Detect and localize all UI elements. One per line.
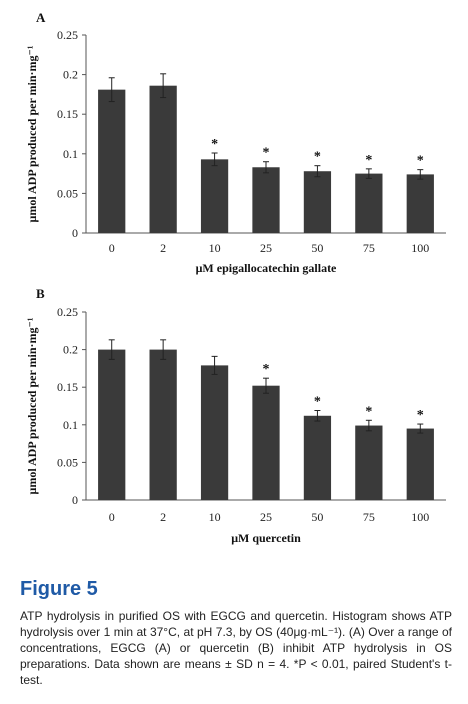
y-tick-label: 0.05 bbox=[57, 186, 78, 200]
bar bbox=[303, 415, 332, 500]
y-axis-label: μmol ADP produced per min·mg⁻¹ bbox=[25, 317, 39, 494]
x-tick-label: 2 bbox=[160, 241, 166, 255]
bar bbox=[406, 174, 434, 233]
bar bbox=[252, 385, 280, 500]
significance-marker: * bbox=[417, 154, 424, 169]
y-tick-label: 0.2 bbox=[63, 68, 78, 82]
y-tick-label: 0.15 bbox=[57, 380, 78, 394]
significance-marker: * bbox=[365, 153, 372, 168]
x-tick-label: 25 bbox=[260, 241, 272, 255]
panel-label: A bbox=[36, 10, 46, 25]
y-tick-label: 0.1 bbox=[63, 147, 78, 161]
x-tick-label: 100 bbox=[411, 241, 429, 255]
x-tick-label: 25 bbox=[260, 510, 272, 524]
bar bbox=[98, 89, 126, 233]
x-tick-label: 0 bbox=[109, 510, 115, 524]
significance-marker: * bbox=[314, 150, 321, 165]
bar bbox=[406, 428, 434, 500]
x-tick-label: 50 bbox=[311, 510, 323, 524]
x-tick-label: 2 bbox=[160, 510, 166, 524]
x-tick-label: 75 bbox=[363, 510, 375, 524]
caption-text: ATP hydrolysis in purified OS with EGCG … bbox=[20, 609, 452, 687]
chart-panel-b: B 0 0.05 0.1 0.15 0.2 0.25 μmol ADP produced pe… bbox=[25, 286, 446, 545]
figure-caption: Figure 5 ATP hydrolysis in purified OS w… bbox=[20, 560, 452, 688]
y-tick-label: 0 bbox=[72, 493, 78, 507]
x-tick-label: 100 bbox=[411, 510, 429, 524]
significance-marker: * bbox=[263, 146, 270, 161]
y-axis-label: μmol ADP produced per min·mg⁻¹ bbox=[25, 45, 39, 222]
bar bbox=[200, 159, 229, 233]
y-tick-label: 0.25 bbox=[57, 305, 78, 319]
x-tick-label: 0 bbox=[109, 241, 115, 255]
x-tick-label: 10 bbox=[209, 510, 221, 524]
bar bbox=[355, 173, 383, 233]
x-tick-label: 50 bbox=[311, 241, 323, 255]
y-tick-label: 0.05 bbox=[57, 455, 78, 469]
significance-marker: * bbox=[314, 395, 321, 410]
figure-charts: A 0 0.05 0.1 0.15 0.2 0.25 μmol ADP produced pe… bbox=[25, 10, 446, 545]
significance-marker: * bbox=[365, 404, 372, 419]
significance-marker: * bbox=[211, 137, 218, 152]
x-tick-label: 10 bbox=[209, 241, 221, 255]
caption-title: Figure 5 bbox=[20, 578, 98, 600]
bar bbox=[252, 167, 280, 233]
bar bbox=[200, 365, 229, 500]
y-tick-label: 0 bbox=[72, 226, 78, 240]
y-tick-label: 0.2 bbox=[63, 343, 78, 357]
bar bbox=[98, 349, 126, 500]
chart-panel-a: A 0 0.05 0.1 0.15 0.2 0.25 μmol ADP produced pe… bbox=[25, 10, 446, 275]
panel-label: B bbox=[36, 286, 45, 301]
x-tick-label: 75 bbox=[363, 241, 375, 255]
x-axis-label: μM epigallocatechin gallate bbox=[196, 261, 337, 275]
significance-marker: * bbox=[417, 408, 424, 423]
bar bbox=[355, 425, 383, 500]
figure: A 0 0.05 0.1 0.15 0.2 0.25 μmol ADP produced pe… bbox=[25, 10, 446, 545]
bar bbox=[303, 171, 332, 233]
y-tick-label: 0.15 bbox=[57, 107, 78, 121]
bar bbox=[149, 85, 177, 233]
y-tick-label: 0.25 bbox=[57, 28, 78, 42]
y-tick-label: 0.1 bbox=[63, 418, 78, 432]
significance-marker: * bbox=[263, 362, 270, 377]
bar bbox=[149, 349, 177, 500]
x-axis-label: μM quercetin bbox=[231, 531, 301, 545]
